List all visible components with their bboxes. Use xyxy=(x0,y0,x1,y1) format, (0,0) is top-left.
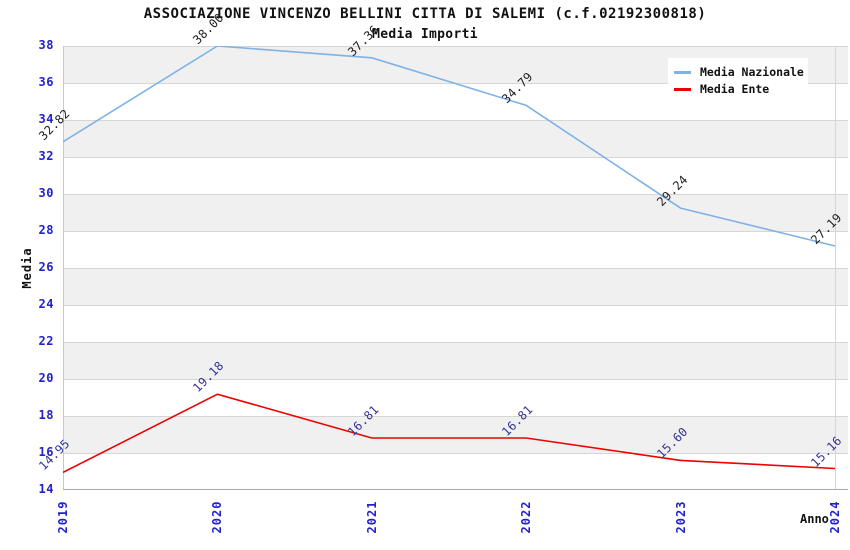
y-tick-label: 28 xyxy=(38,223,54,237)
y-tick-label: 18 xyxy=(38,408,54,422)
series-line-media-nazionale xyxy=(63,46,836,247)
grid-band xyxy=(63,416,848,453)
y-tick-label: 22 xyxy=(38,334,54,348)
y-tick-label: 24 xyxy=(38,297,54,311)
y-tick-label: 36 xyxy=(38,75,54,89)
x-tick-label: 2023 xyxy=(673,500,688,534)
y-axis-title: Media xyxy=(20,247,34,289)
series-line-media-ente xyxy=(63,393,836,474)
grid-band xyxy=(63,194,848,231)
legend-label: Media Ente xyxy=(700,82,770,96)
legend-item-media-ente: Media Ente xyxy=(674,81,802,97)
legend: Media Nazionale Media Ente xyxy=(668,58,808,104)
legend-label: Media Nazionale xyxy=(700,65,804,79)
x-tick-label: 2021 xyxy=(364,500,379,534)
chart-subtitle: Media Importi xyxy=(372,27,478,42)
y-tick-label: 26 xyxy=(38,260,54,274)
y-tick-label: 34 xyxy=(38,112,54,126)
y-tick-label: 20 xyxy=(38,371,54,385)
legend-item-media-nazionale: Media Nazionale xyxy=(674,64,804,80)
y-tick-label: 16 xyxy=(38,445,54,459)
y-tick-label: 30 xyxy=(38,186,54,200)
y-tick-label: 38 xyxy=(38,38,54,52)
x-tick-label: 2024 xyxy=(828,500,842,534)
x-axis-title: Anno xyxy=(800,512,829,526)
x-tick-label: 2022 xyxy=(519,500,534,534)
plot-area xyxy=(63,46,848,490)
grid-band xyxy=(63,268,848,305)
media-ente-line-swatch xyxy=(674,87,691,91)
y-tick-label: 14 xyxy=(38,482,54,496)
grid-band xyxy=(63,342,848,379)
x-tick-label: 2019 xyxy=(56,500,70,534)
x-tick-label: 2020 xyxy=(210,500,225,534)
grid-band xyxy=(63,120,848,157)
chart-title: ASSOCIAZIONE VINCENZO BELLINI CITTA DI S… xyxy=(143,6,707,22)
y-tick-label: 32 xyxy=(38,149,54,163)
media-nazionale-line-swatch xyxy=(674,70,691,74)
